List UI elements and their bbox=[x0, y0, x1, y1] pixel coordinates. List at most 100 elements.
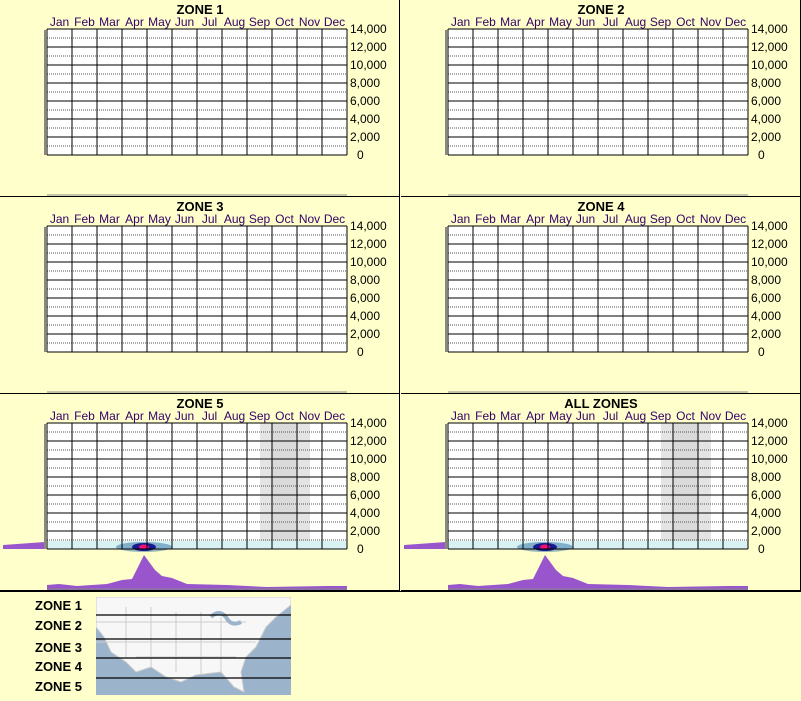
month-label: Sep bbox=[649, 409, 672, 423]
month-label: Aug bbox=[223, 409, 246, 423]
month-label: May bbox=[549, 212, 572, 226]
y-tick-label: 8,000 bbox=[350, 76, 381, 90]
month-label: Nov bbox=[699, 409, 722, 423]
y-tick-label: 8,000 bbox=[350, 470, 381, 484]
month-label: Jan bbox=[450, 15, 471, 29]
y-tick-label: 12,000 bbox=[350, 434, 387, 448]
y-tick-label: 14,000 bbox=[751, 219, 788, 233]
y-tick-label: 2,000 bbox=[350, 130, 381, 144]
y-tick-label: 8,000 bbox=[350, 273, 381, 287]
legend-zone-4: ZONE 4 bbox=[35, 659, 82, 674]
month-label: Apr bbox=[526, 212, 545, 226]
chart-panel-3: ZONE 3 Jan Feb Mar Apr May Jun Jul Aug Sep Oct Nov D… bbox=[0, 197, 400, 394]
y-tick-label: 2,000 bbox=[751, 130, 782, 144]
month-label: Mar bbox=[99, 409, 120, 423]
month-label: May bbox=[549, 409, 572, 423]
y-tick-label: 4,000 bbox=[751, 506, 782, 520]
month-label: Jun bbox=[174, 409, 195, 423]
y-tick-label: 4,000 bbox=[350, 309, 381, 323]
chart-plot bbox=[3, 422, 348, 590]
chart-panel-1: ZONE 1 Jan Feb Mar Apr May Jun Jul Aug Sep Oct Nov D… bbox=[0, 0, 400, 197]
chart-plot bbox=[445, 28, 749, 196]
month-label: Oct bbox=[275, 15, 294, 29]
month-label: Aug bbox=[223, 15, 246, 29]
y-tick-label: 4,000 bbox=[751, 309, 782, 323]
y-tick-label: 6,000 bbox=[350, 291, 381, 305]
legend-zone-3: ZONE 3 bbox=[35, 640, 82, 655]
chart-panel-6: ALL ZONES Jan Feb Mar Apr May Jun Jul Aug Sep Oct N… bbox=[401, 394, 801, 591]
month-label: Dec bbox=[323, 212, 346, 226]
month-label: Aug bbox=[223, 212, 246, 226]
month-label: Sep bbox=[248, 212, 271, 226]
y-tick-label: 0 bbox=[357, 542, 364, 556]
month-label: Nov bbox=[298, 15, 321, 29]
month-label: Sep bbox=[649, 212, 672, 226]
y-tick-label: 4,000 bbox=[751, 112, 782, 126]
month-label: Jul bbox=[602, 409, 619, 423]
chart-panel-4: ZONE 4 Jan Feb Mar Apr May Jun Jul Aug Sep Oct Nov D… bbox=[401, 197, 801, 394]
y-tick-label: 0 bbox=[357, 345, 364, 359]
month-label: Jun bbox=[174, 15, 195, 29]
y-tick-label: 2,000 bbox=[751, 524, 782, 538]
month-label: Feb bbox=[74, 409, 95, 423]
chart-panel-2: ZONE 2 Jan Feb Mar Apr May Jun Jul Aug Sep Oct Nov D… bbox=[401, 0, 801, 197]
month-label: Jan bbox=[49, 15, 70, 29]
legend-zone-5: ZONE 5 bbox=[35, 679, 82, 694]
y-tick-label: 4,000 bbox=[350, 506, 381, 520]
y-tick-label: 14,000 bbox=[751, 416, 788, 430]
highlight-band-core bbox=[272, 423, 297, 549]
highlight-band-core bbox=[673, 423, 698, 549]
month-label: Apr bbox=[526, 409, 545, 423]
y-tick-label: 8,000 bbox=[751, 273, 782, 287]
month-label: Oct bbox=[275, 409, 294, 423]
y-tick-label: 8,000 bbox=[751, 470, 782, 484]
month-label: Jul bbox=[201, 409, 218, 423]
month-label: Feb bbox=[475, 409, 496, 423]
y-tick-label: 0 bbox=[758, 345, 765, 359]
zone-legend: ZONE 1 ZONE 2 ZONE 3 ZONE 4 ZONE 5 bbox=[0, 591, 801, 701]
y-tick-label: 10,000 bbox=[350, 452, 387, 466]
y-tick-label: 6,000 bbox=[350, 94, 381, 108]
month-label: Nov bbox=[699, 212, 722, 226]
month-label: Jun bbox=[575, 15, 596, 29]
month-label: Oct bbox=[676, 409, 695, 423]
y-tick-label: 12,000 bbox=[350, 237, 387, 251]
y-tick-label: 0 bbox=[357, 148, 364, 162]
month-label: Jun bbox=[575, 409, 596, 423]
y-tick-label: 0 bbox=[758, 542, 765, 556]
month-label: Apr bbox=[526, 15, 545, 29]
chart-plot bbox=[44, 28, 348, 196]
month-label: Oct bbox=[275, 212, 294, 226]
chart-title: ZONE 3 bbox=[176, 199, 224, 214]
month-label: Jan bbox=[49, 212, 70, 226]
chart-title: ZONE 4 bbox=[577, 199, 625, 214]
y-tick-label: 6,000 bbox=[751, 94, 782, 108]
chart-title: ALL ZONES bbox=[564, 396, 638, 411]
monthly-profile bbox=[448, 555, 748, 590]
month-label: Apr bbox=[125, 212, 144, 226]
chart-plot bbox=[404, 422, 749, 590]
month-label: Aug bbox=[624, 409, 647, 423]
y-tick-label: 0 bbox=[758, 148, 765, 162]
y-tick-label: 10,000 bbox=[751, 255, 788, 269]
month-label: Aug bbox=[624, 212, 647, 226]
month-label: Nov bbox=[699, 15, 722, 29]
y-tick-label: 6,000 bbox=[751, 291, 782, 305]
y-tick-label: 14,000 bbox=[751, 22, 788, 36]
chart-panel-5: ZONE 5 Jan Feb Mar Apr May Jun Jul Aug Sep Oct Nov D… bbox=[0, 394, 400, 591]
y-tick-label: 6,000 bbox=[751, 488, 782, 502]
month-label: Apr bbox=[125, 409, 144, 423]
month-label: Apr bbox=[125, 15, 144, 29]
month-label: May bbox=[148, 212, 171, 226]
y-tick-label: 10,000 bbox=[350, 58, 387, 72]
us-zone-map bbox=[96, 597, 291, 695]
y-tick-label: 4,000 bbox=[350, 112, 381, 126]
month-label: Oct bbox=[676, 212, 695, 226]
y-tick-label: 2,000 bbox=[350, 327, 381, 341]
month-label: Feb bbox=[74, 15, 95, 29]
y-tick-label: 6,000 bbox=[350, 488, 381, 502]
legend-zone-1: ZONE 1 bbox=[35, 598, 82, 613]
chart-plot bbox=[445, 225, 749, 393]
left-profile bbox=[3, 542, 45, 549]
month-label: Jun bbox=[174, 212, 195, 226]
